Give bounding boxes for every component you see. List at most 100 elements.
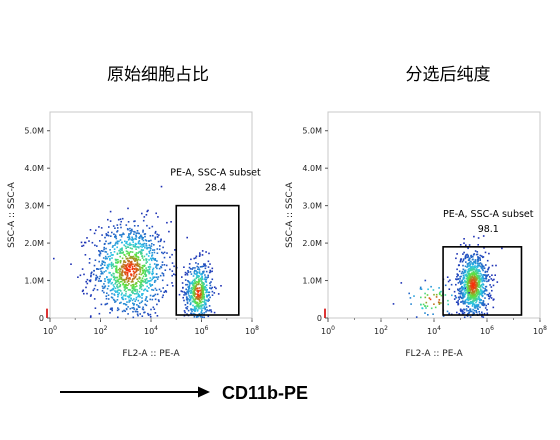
event-point <box>197 309 199 311</box>
event-point <box>480 266 483 268</box>
event-point <box>475 268 478 270</box>
event-point <box>156 278 159 280</box>
event-point <box>93 287 96 290</box>
event-point <box>88 262 91 264</box>
event-point <box>114 301 116 303</box>
event-point <box>126 252 128 255</box>
event-point <box>138 273 141 275</box>
event-point <box>157 236 159 238</box>
event-point <box>139 268 141 270</box>
gate-rectangle[interactable] <box>442 246 523 316</box>
event-point <box>145 282 147 284</box>
event-point <box>104 261 106 264</box>
event-point <box>160 239 162 241</box>
event-point <box>482 277 485 280</box>
event-point <box>458 296 460 299</box>
event-point <box>121 266 123 269</box>
event-point <box>463 295 466 298</box>
event-point <box>455 296 457 299</box>
event-point <box>484 251 487 254</box>
event-point <box>459 308 462 311</box>
event-point <box>473 282 476 284</box>
event-point <box>127 228 129 231</box>
event-point <box>160 185 163 188</box>
event-point <box>102 267 104 269</box>
event-point <box>473 300 476 302</box>
event-point <box>134 258 137 261</box>
event-point <box>114 234 117 236</box>
event-point <box>196 295 198 298</box>
event-point <box>197 275 199 277</box>
event-point <box>115 270 117 273</box>
event-point <box>160 266 163 269</box>
event-point <box>144 246 146 249</box>
event-point <box>400 282 403 284</box>
event-point <box>435 293 438 296</box>
event-point <box>472 288 475 290</box>
event-point <box>192 279 195 282</box>
event-point <box>467 259 470 261</box>
event-point <box>113 277 116 279</box>
event-point <box>131 237 134 240</box>
event-point <box>198 272 201 275</box>
event-point <box>194 282 196 285</box>
event-point <box>129 270 131 273</box>
event-point <box>210 287 212 290</box>
event-point <box>158 267 161 270</box>
event-point <box>461 309 464 312</box>
event-point <box>147 255 150 257</box>
event-point <box>105 240 107 243</box>
event-point <box>127 243 129 246</box>
event-point <box>111 297 114 299</box>
gate-rectangle[interactable] <box>175 204 240 316</box>
event-point <box>193 294 196 297</box>
event-point <box>424 279 427 282</box>
event-point <box>468 277 470 279</box>
event-point <box>197 295 200 297</box>
event-point <box>479 259 481 261</box>
event-point <box>197 278 200 280</box>
event-point <box>122 303 125 305</box>
event-point <box>468 258 470 261</box>
event-point <box>472 308 474 311</box>
event-point <box>141 244 144 246</box>
event-point <box>197 263 199 265</box>
event-point <box>112 225 115 227</box>
event-point <box>101 234 103 236</box>
event-point <box>488 266 490 269</box>
event-point <box>476 293 479 296</box>
event-point <box>124 272 126 275</box>
event-point <box>112 298 115 301</box>
event-point <box>133 220 135 223</box>
event-point <box>105 270 107 272</box>
event-point <box>201 296 204 298</box>
event-point <box>467 306 470 308</box>
event-point <box>118 275 121 277</box>
event-point <box>119 261 122 264</box>
event-point <box>459 278 461 280</box>
event-point <box>463 284 466 286</box>
event-point <box>485 304 487 307</box>
event-point <box>140 286 142 289</box>
event-point <box>191 288 194 291</box>
event-point <box>188 288 190 291</box>
event-point <box>131 289 134 292</box>
event-point <box>477 274 480 277</box>
event-point <box>125 241 128 244</box>
event-point <box>194 257 197 259</box>
event-point <box>134 257 136 259</box>
event-point <box>485 264 487 266</box>
event-point <box>96 289 99 291</box>
event-point <box>190 309 192 311</box>
event-point <box>133 303 136 305</box>
event-point <box>199 296 202 299</box>
event-point <box>477 293 480 295</box>
event-point <box>194 308 197 311</box>
event-point <box>178 293 181 296</box>
event-point <box>482 279 485 282</box>
event-point <box>152 268 154 271</box>
event-point <box>467 265 469 268</box>
event-point <box>139 245 142 248</box>
event-point <box>461 285 463 288</box>
event-point <box>103 283 105 285</box>
